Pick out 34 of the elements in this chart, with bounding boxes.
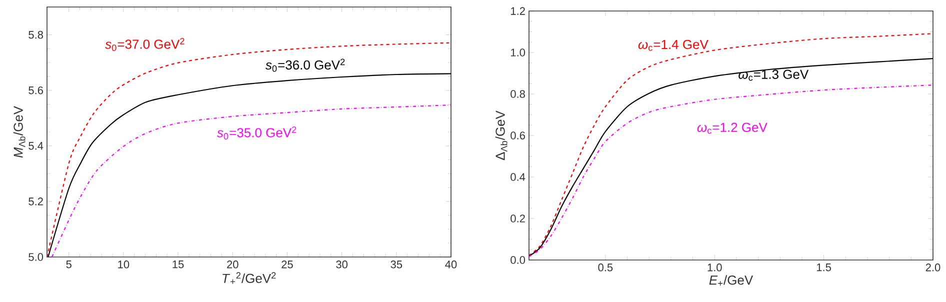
x-tick-label: 10 (118, 260, 130, 268)
y-tick-label: 1.2 (511, 7, 525, 15)
series-label: s$_{0}$=35.0 GeV$^{2}$ (217, 126, 296, 140)
x-tick-label: 20 (227, 260, 238, 268)
y-tick-label: 0.6 (510, 132, 525, 140)
x-axis-title: E$_{+}$/GeV (709, 275, 754, 286)
y-tick-label: 0.2 (510, 214, 525, 222)
y-tick-label: 5.0 (28, 253, 44, 261)
x-axis-title: T$_{+}$$^{2}$/GeV$^{2}$ (222, 272, 276, 284)
x-tick-label: 25 (282, 260, 293, 268)
series-label: ω$_{c}$=1.4 GeV (638, 40, 708, 51)
y-tick-label: 1.0 (511, 48, 526, 56)
x-tick-label: 1.5 (816, 264, 831, 272)
y-tick-label: 0.0 (510, 256, 526, 264)
y-tick-label: 5.2 (28, 198, 43, 206)
x-tick-label: 2.0 (926, 264, 940, 272)
series-label: s$_{0}$=36.0 GeV$^{2}$ (266, 58, 345, 72)
x-tick-label: 30 (336, 260, 348, 268)
y-axis-title: M$_{Λb}$/GeV (13, 106, 26, 158)
y-tick-label: 5.4 (28, 142, 44, 150)
x-tick-label: 5 (66, 260, 72, 268)
y-tick-label: 0.4 (510, 173, 526, 181)
series-label: s$_{0}$=37.0 GeV$^{2}$ (105, 38, 184, 52)
x-tick-label: 0.5 (598, 264, 613, 272)
x-tick-label: 40 (445, 260, 457, 268)
x-tick-label: 15 (172, 260, 184, 268)
y-tick-label: 0.8 (510, 90, 525, 98)
y-tick-label: 5.6 (28, 86, 43, 94)
y-tick-label: 5.8 (28, 30, 43, 39)
x-tick-label: 35 (390, 260, 402, 268)
line-series (51, 104, 452, 257)
series-label: ω$_{c}$=1.2 GeV (697, 122, 768, 134)
x-tick-label: 1.0 (708, 264, 722, 272)
y-axis-title: Δ$_{Λb}$/GeV (495, 110, 508, 160)
